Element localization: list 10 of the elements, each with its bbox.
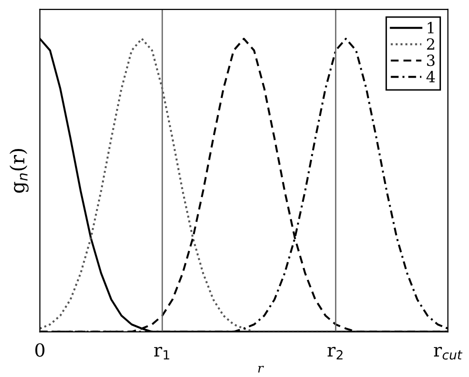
x-tick-label: r$_{1}$: [154, 346, 170, 360]
legend-label: 1: [428, 22, 434, 34]
x-axis-title: r: [258, 366, 264, 373]
y-axis-title: g$_{n}$(r): [10, 149, 29, 193]
x-tick-label: r$_{2}$: [328, 346, 343, 360]
legend-label: 4: [426, 70, 435, 82]
legend-label: 3: [427, 54, 435, 66]
x-tick-label: r$_{cut}$: [434, 346, 462, 360]
x-tick-label: 0: [35, 343, 44, 357]
legend-label: 2: [426, 38, 434, 50]
